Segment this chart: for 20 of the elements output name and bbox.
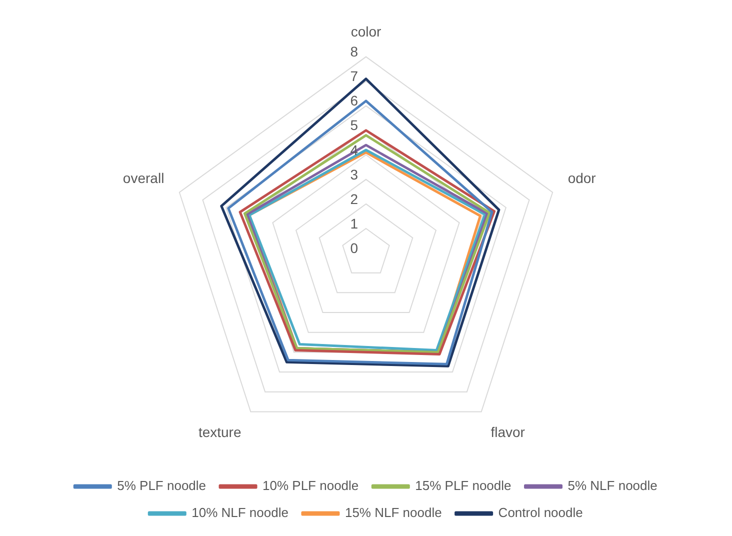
y-tick-label: 5 <box>350 117 358 134</box>
legend-label: 10% PLF noodle <box>262 478 359 494</box>
y-tick-label: 8 <box>350 44 358 60</box>
spoke-label: odor <box>568 170 596 186</box>
spoke-label: flavor <box>490 424 526 440</box>
y-tick-label: 2 <box>350 190 358 207</box>
y-tick-label: 7 <box>350 68 358 84</box>
legend-label: 15% PLF noodle <box>415 478 512 494</box>
y-tick-label: 3 <box>350 166 358 182</box>
y-tick-label: 0 <box>350 240 358 256</box>
y-tick-label: 1 <box>350 215 358 232</box>
spoke-label: color <box>350 23 382 40</box>
spoke-label: texture <box>198 424 242 440</box>
legend-label: Control noodle <box>498 505 583 520</box>
legend-label: 5% NLF noodle <box>568 478 658 494</box>
legend-label: 5% PLF noodle <box>117 478 206 494</box>
legend-label: 10% NLF noodle <box>192 505 288 520</box>
legend-label: 15% NLF noodle <box>344 505 442 520</box>
y-tick-label: 6 <box>350 92 358 109</box>
spoke-label: overall <box>122 170 164 186</box>
